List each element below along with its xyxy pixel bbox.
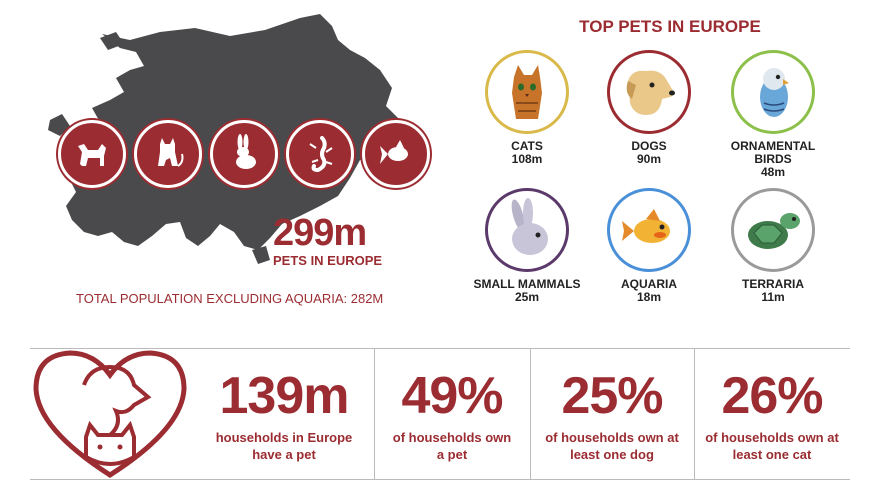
pet-name: TERRARIA (742, 277, 804, 291)
pet-card-small-mammals: SMALL MAMMALS 25m (467, 188, 587, 304)
pet-name: SMALL MAMMALS (473, 277, 581, 291)
divider (694, 349, 695, 479)
stat-value: 26% (721, 367, 823, 425)
stat-value: 49% (401, 367, 503, 425)
stat-desc-line2: least one dog (570, 447, 654, 462)
top-pets-title: TOP PETS IN EUROPE (579, 17, 761, 36)
stat-value: 139m (219, 367, 350, 425)
stat-desc-line1: of households own at (705, 430, 839, 445)
pet-count: 11m (761, 290, 785, 304)
household-stats: 139m households in Europe have a pet 49%… (30, 348, 850, 480)
stat-own-dog: 25% of households own at least one dog (532, 349, 692, 479)
pet-count: 18m (636, 290, 662, 304)
pet-name: ORNAMENTAL BIRDS (730, 139, 816, 166)
stat-own-pet: 49% of households own a pet (376, 349, 528, 479)
stat-desc-line2: least one cat (732, 447, 812, 462)
pet-card-ornamental-birds: ORNAMENTAL BIRDS 48m (713, 50, 833, 179)
dog-icon (58, 120, 126, 188)
pet-name: CATS (511, 139, 543, 153)
pet-count: 108m (511, 152, 543, 166)
pet-card-terraria: TERRARIA 11m (713, 188, 833, 304)
pet-icon-row (58, 120, 430, 188)
total-pets-value: 299m (273, 212, 367, 254)
stat-value: 25% (561, 367, 663, 425)
stat-desc-line2: have a pet (252, 447, 316, 462)
stat-desc-line2: a pet (436, 447, 468, 462)
rabbit-icon (210, 120, 278, 188)
divider (530, 349, 531, 479)
dog-icon (607, 50, 691, 134)
pet-name: DOGS (631, 139, 667, 153)
turtle-icon (731, 188, 815, 272)
europe-map-section: 299m PETS IN EUROPE TOTAL POPULATION EXC… (0, 0, 460, 330)
pet-card-dogs: DOGS 90m (589, 50, 709, 166)
pet-card-aquaria: AQUARIA 18m (589, 188, 709, 304)
pet-count: 48m (760, 165, 786, 179)
stat-households-with-pet: 139m households in Europe have a pet (200, 349, 368, 479)
pet-count: 90m (636, 152, 662, 166)
lizard-icon (286, 120, 354, 188)
bird-icon (731, 50, 815, 134)
total-pets-label: PETS IN EUROPE (273, 253, 383, 268)
pet-count: 25m (514, 290, 540, 304)
excluding-aquaria-note: TOTAL POPULATION EXCLUDING AQUARIA: 282M (76, 291, 384, 306)
heart-dog-cat-icon (33, 350, 187, 478)
stat-own-cat: 26% of households own at least one cat (696, 349, 848, 479)
stat-desc-line1: of households own at (545, 430, 679, 445)
divider (374, 349, 375, 479)
goldfish-icon (362, 120, 430, 188)
stat-desc-line1: of households own (392, 430, 512, 445)
cat-icon (485, 50, 569, 134)
pet-card-cats: CATS 108m (467, 50, 587, 166)
cat-icon (134, 120, 202, 188)
pet-name: AQUARIA (621, 277, 677, 291)
fish-icon (607, 188, 691, 272)
rabbit-icon (485, 188, 569, 272)
stat-desc-line1: households in Europe (215, 430, 353, 445)
